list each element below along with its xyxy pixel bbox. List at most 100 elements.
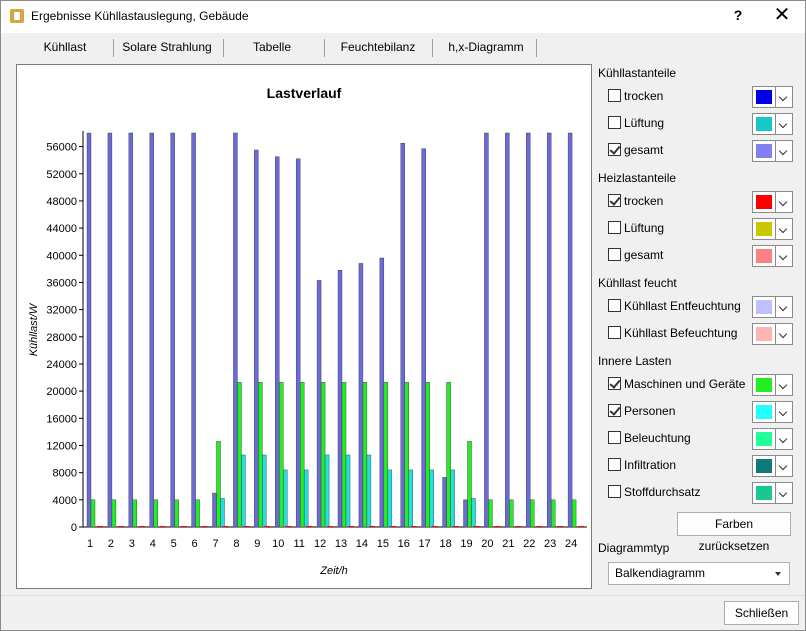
option-row: Lüftung — [608, 113, 793, 135]
tab-kuehllast[interactable]: Kühllast — [43, 40, 87, 54]
close-button[interactable]: Schließen — [724, 601, 799, 625]
chevron-down-icon[interactable] — [776, 323, 793, 345]
option-label[interactable]: Kühllast Befeuchtung — [624, 326, 738, 340]
chevron-down-icon[interactable] — [776, 86, 793, 108]
option-label[interactable]: Beleuchtung — [624, 431, 691, 445]
bar-Maschinen-und-Geräte — [216, 441, 221, 528]
option-label[interactable]: gesamt — [624, 248, 664, 262]
bar-Personen — [262, 454, 267, 528]
diagram-type-value: Balkendiagramm — [615, 566, 706, 580]
option-row: Lüftung — [608, 218, 793, 240]
chevron-down-icon[interactable] — [776, 113, 793, 135]
color-picker[interactable] — [752, 401, 776, 423]
tab-hx-diagramm[interactable]: h,x-Diagramm — [448, 40, 524, 54]
close-icon[interactable]: ✕ — [773, 4, 791, 26]
chevron-down-icon[interactable] — [776, 191, 793, 213]
chevron-down-icon[interactable] — [776, 140, 793, 162]
option-checkbox[interactable] — [608, 485, 621, 498]
tab-tabelle[interactable]: Tabelle — [252, 40, 292, 54]
bar-Maschinen-und-Geräte — [258, 382, 263, 528]
bar-gesamt — [295, 158, 301, 528]
color-picker[interactable] — [752, 455, 776, 477]
bar-trocken — [452, 526, 459, 527]
option-checkbox[interactable] — [608, 143, 621, 156]
color-picker[interactable] — [752, 191, 776, 213]
option-label[interactable]: Infiltration — [624, 458, 677, 472]
color-swatch — [756, 405, 772, 419]
section-heizlastanteile: Heizlastanteile — [598, 171, 677, 185]
option-label[interactable]: Kühllast Entfeuchtung — [624, 299, 741, 313]
option-checkbox[interactable] — [608, 377, 621, 390]
bar-trocken — [431, 526, 438, 527]
option-label[interactable]: Lüftung — [624, 221, 665, 235]
y-tick-label: 4000 — [53, 495, 77, 507]
color-picker[interactable] — [752, 140, 776, 162]
reset-colors-button[interactable]: Farben zurücksetzen — [677, 512, 791, 553]
chevron-down-icon[interactable] — [776, 401, 793, 423]
option-row: trocken — [608, 86, 793, 108]
y-tick-label: 20000 — [46, 386, 77, 398]
color-swatch — [756, 459, 772, 473]
color-picker[interactable] — [752, 374, 776, 396]
option-label[interactable]: gesamt — [624, 143, 664, 157]
bar-Maschinen-und-Geräte — [530, 499, 535, 528]
bar-gesamt — [379, 257, 385, 528]
y-tick-label: 12000 — [46, 440, 77, 452]
chevron-down-icon[interactable] — [776, 374, 793, 396]
option-checkbox[interactable] — [608, 299, 621, 312]
option-row: trocken — [608, 191, 793, 213]
bar-Maschinen-und-Geräte — [174, 499, 179, 528]
title-bar: Ergebnisse Kühllastauslegung, Gebäude ? … — [1, 1, 805, 33]
bar-gesamt — [254, 149, 259, 528]
option-label[interactable]: trocken — [624, 194, 664, 208]
y-tick-label: 36000 — [46, 277, 77, 289]
color-picker[interactable] — [752, 428, 776, 450]
option-label[interactable]: Stoffdurchsatz — [624, 485, 701, 499]
y-tick-label: 24000 — [46, 359, 77, 371]
y-tick-label: 40000 — [46, 250, 77, 262]
chevron-down-icon[interactable] — [776, 218, 793, 240]
tab-feuchtebilanz[interactable]: Feuchtebilanz — [340, 40, 416, 54]
option-checkbox[interactable] — [608, 221, 621, 234]
option-checkbox[interactable] — [608, 431, 621, 444]
y-tick-label: 52000 — [46, 169, 77, 181]
option-checkbox[interactable] — [608, 116, 621, 129]
bar-Personen — [220, 498, 225, 528]
color-picker[interactable] — [752, 86, 776, 108]
option-label[interactable]: Lüftung — [624, 116, 665, 130]
option-label[interactable]: trocken — [624, 89, 664, 103]
bar-Maschinen-und-Geräte — [320, 382, 326, 528]
chevron-down-icon[interactable] — [776, 482, 793, 504]
x-tick-label: 17 — [419, 538, 431, 550]
option-checkbox[interactable] — [608, 326, 621, 339]
x-tick-label: 24 — [565, 538, 577, 550]
bar-trocken — [243, 526, 250, 527]
option-checkbox[interactable] — [608, 194, 621, 207]
help-button[interactable]: ? — [733, 7, 743, 23]
diagram-type-select[interactable]: Balkendiagramm — [608, 562, 790, 585]
color-picker[interactable] — [752, 323, 776, 345]
bar-Maschinen-und-Geräte — [111, 499, 117, 528]
option-checkbox[interactable] — [608, 89, 621, 102]
chevron-down-icon[interactable] — [776, 428, 793, 450]
option-checkbox[interactable] — [608, 248, 621, 261]
x-tick-label: 23 — [544, 538, 556, 550]
x-tick-label: 7 — [212, 538, 218, 550]
chevron-down-icon[interactable] — [776, 245, 793, 267]
tab-solare-strahlung[interactable]: Solare Strahlung — [122, 40, 212, 54]
color-picker[interactable] — [752, 113, 776, 135]
color-picker[interactable] — [752, 218, 776, 240]
chevron-down-icon[interactable] — [776, 296, 793, 318]
color-swatch — [756, 300, 772, 314]
option-label[interactable]: Maschinen und Geräte — [624, 377, 746, 391]
color-picker[interactable] — [752, 245, 776, 267]
chevron-down-icon[interactable] — [776, 455, 793, 477]
x-tick-label: 19 — [460, 538, 472, 550]
option-checkbox[interactable] — [608, 404, 621, 417]
bar-trocken — [264, 526, 271, 527]
option-label[interactable]: Personen — [624, 404, 676, 418]
option-checkbox[interactable] — [608, 458, 621, 471]
color-picker[interactable] — [752, 482, 776, 504]
color-picker[interactable] — [752, 296, 776, 318]
x-axis-label: Zeit/h — [319, 565, 348, 577]
